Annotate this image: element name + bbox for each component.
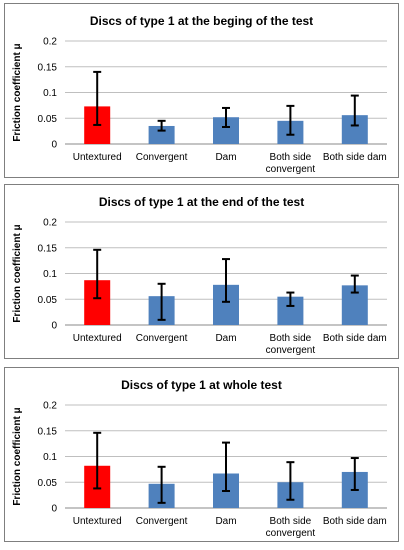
y-tick-label: 0.2 [43, 218, 57, 229]
y-tick-label: 0.1 [43, 269, 57, 280]
x-category-label: Dam [215, 333, 236, 344]
x-category-label: Both side [270, 152, 312, 163]
x-category-label: convergent [266, 345, 316, 356]
x-category-label: Dam [215, 516, 236, 527]
x-category-label: Untextured [73, 152, 122, 163]
x-category-label: Dam [215, 152, 236, 163]
x-category-label: convergent [266, 164, 316, 175]
x-category-label: Convergent [136, 152, 188, 163]
x-category-label: Both side [270, 333, 312, 344]
chart-begin-svg: Friction coefficient μ 0 0.05 0.1 0.15 0.2 Unt… [12, 37, 387, 175]
x-category-label: Convergent [136, 333, 188, 344]
y-tick-label: 0.05 [38, 478, 58, 489]
y-tick-label: 0 [51, 504, 57, 515]
x-category-label: Both side dam [323, 152, 387, 163]
chart-end-svg: Friction coefficient μ 0 0.05 0.1 0.15 0.2 Unt… [12, 218, 387, 356]
x-category-label: Untextured [73, 333, 122, 344]
y-tick-label: 0.15 [38, 62, 58, 73]
chart-title: Discs of type 1 at the beging of the tes… [89, 14, 314, 28]
y-tick-label: 0.15 [38, 426, 58, 437]
x-category-label: Both side dam [323, 516, 387, 527]
y-tick-label: 0.05 [38, 295, 58, 306]
y-axis-label: Friction coefficient μ [12, 43, 23, 141]
chart-whole-svg: Friction coefficient μ 0 0.05 0.1 0.15 0.2 Unt… [12, 401, 387, 539]
chart-panel-whole: Discs of type 1 at whole test Friction c… [4, 367, 399, 542]
bar-convergent [148, 125, 175, 144]
y-tick-label: 0.2 [43, 37, 57, 48]
y-tick-label: 0 [51, 140, 57, 151]
y-tick-label: 0.1 [43, 88, 57, 99]
y-tick-label: 0.15 [38, 243, 58, 254]
y-axis-label: Friction coefficient μ [12, 224, 23, 322]
x-category-label: Both side dam [323, 333, 387, 344]
x-category-label: Convergent [136, 516, 188, 527]
y-axis-label: Friction coefficient μ [12, 407, 23, 505]
chart-title: Discs of type 1 at whole test [121, 378, 282, 392]
chart-panel-begin: Discs of type 1 at the beging of the tes… [4, 3, 399, 178]
y-tick-label: 0.1 [43, 452, 57, 463]
chart-title: Discs of type 1 at the end of the test [98, 195, 305, 209]
chart-panel-end: Discs of type 1 at the end of the test F… [4, 184, 399, 359]
x-category-label: Untextured [73, 516, 122, 527]
x-category-label: Both side [270, 516, 312, 527]
x-category-label: convergent [266, 528, 316, 539]
y-tick-label: 0.2 [43, 401, 57, 412]
y-tick-label: 0.05 [38, 114, 58, 125]
y-tick-label: 0 [51, 321, 57, 332]
